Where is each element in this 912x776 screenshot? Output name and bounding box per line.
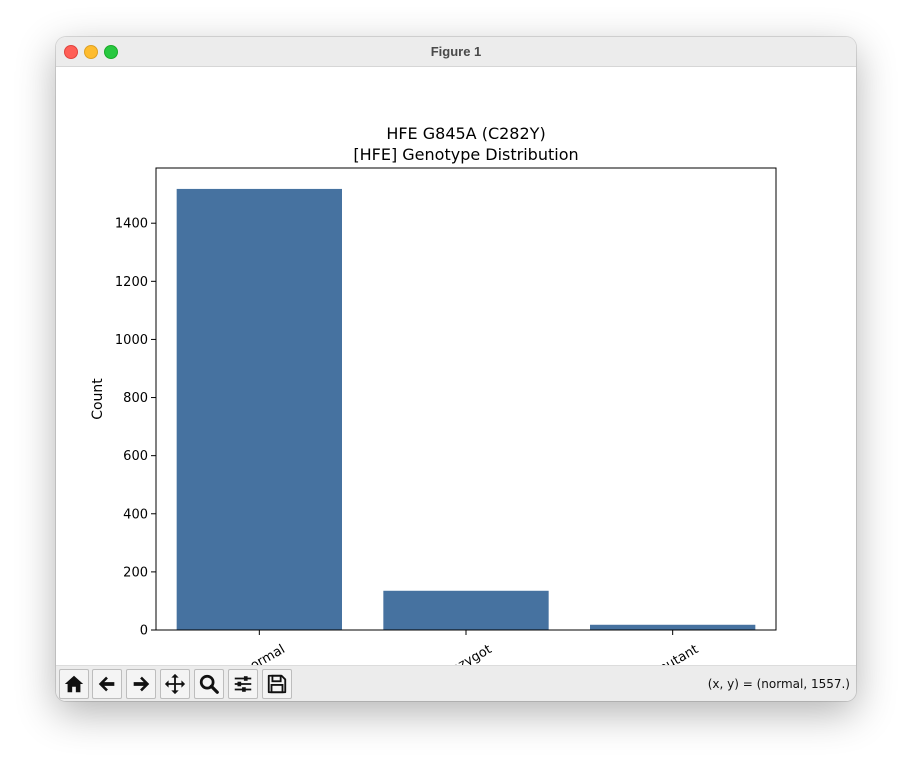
configure-subplots-button[interactable]: [228, 669, 258, 699]
x-tick-label-heterozygot: heterozygot: [419, 642, 494, 665]
y-axis: 0 200 400 600 800 1000 1200 1400: [115, 217, 156, 639]
move-icon: [164, 673, 186, 695]
window-title: Figure 1: [430, 44, 482, 59]
y-tick-label-1200: 1200: [115, 275, 148, 290]
cursor-coordinates: (x, y) = (normal, 1557.): [707, 677, 850, 691]
minimize-window-button[interactable]: [84, 45, 98, 59]
y-axis-label: Count: [90, 378, 106, 420]
x-tick-label-normal: normal: [241, 642, 288, 665]
figure-canvas[interactable]: HFE G845A (C282Y) [HFE] Genotype Distrib…: [56, 67, 856, 665]
y-tick-label-200: 200: [123, 565, 148, 580]
save-button[interactable]: [262, 669, 292, 699]
bars-group: [176, 188, 756, 630]
maximize-window-button[interactable]: [104, 45, 118, 59]
close-window-button[interactable]: [64, 45, 78, 59]
home-icon: [64, 675, 84, 693]
pan-button[interactable]: [160, 669, 190, 699]
y-tick-label-0: 0: [140, 624, 148, 639]
bar-mutant: [590, 624, 756, 630]
bar-heterozygot: [383, 590, 549, 630]
y-tick-label-1400: 1400: [115, 217, 148, 232]
figure-window: Figure 1 HFE G845A (C282Y) [HFE] Genotyp…: [56, 37, 856, 701]
y-tick-label-400: 400: [123, 507, 148, 522]
y-tick-label-1000: 1000: [115, 333, 148, 348]
back-button[interactable]: [92, 669, 122, 699]
sliders-icon: [234, 676, 252, 692]
bar-normal: [176, 188, 342, 630]
bar-chart: HFE G845A (C282Y) [HFE] Genotype Distrib…: [90, 124, 777, 665]
zoom-button[interactable]: [194, 669, 224, 699]
y-tick-label-600: 600: [123, 449, 148, 464]
forward-button[interactable]: [126, 669, 156, 699]
arrow-left-icon: [98, 676, 115, 692]
magnifier-icon: [199, 674, 219, 694]
arrow-right-icon: [133, 676, 150, 692]
y-tick-label-800: 800: [123, 391, 148, 406]
floppy-disk-icon: [267, 674, 287, 694]
x-tick-label-mutant: mutant: [653, 642, 701, 665]
navigation-toolbar: (x, y) = (normal, 1557.): [56, 665, 856, 701]
title-bar: Figure 1: [56, 37, 856, 67]
chart-subtitle: [HFE] Genotype Distribution: [353, 145, 578, 164]
home-button[interactable]: [59, 669, 89, 699]
chart-title: HFE G845A (C282Y): [386, 124, 545, 143]
plot-frame: [155, 167, 777, 631]
x-axis: normal heterozygot mutant: [241, 630, 701, 665]
